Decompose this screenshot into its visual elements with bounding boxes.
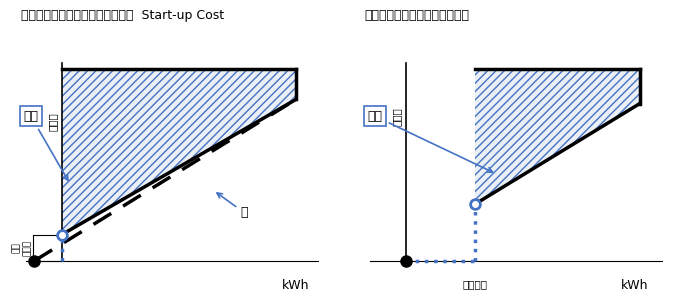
Text: 総費用: 総費用 [391,107,402,126]
Text: 起動
コスト: 起動 コスト [12,240,32,256]
Text: kWh: kWh [282,279,310,292]
Polygon shape [475,69,640,204]
Polygon shape [62,69,296,235]
Text: 発電における非凸性：最低出力: 発電における非凸性：最低出力 [365,9,470,22]
Text: 非凸: 非凸 [23,110,68,180]
Text: 総費用: 総費用 [47,112,58,131]
Text: 最低出力: 最低出力 [462,279,487,289]
Text: 非凸: 非凸 [367,110,493,172]
Text: kWh: kWh [621,279,648,292]
Text: 凸: 凸 [217,193,248,219]
Text: 発電における非凸性：起動コスト  Start-up Cost: 発電における非凸性：起動コスト Start-up Cost [21,9,224,22]
